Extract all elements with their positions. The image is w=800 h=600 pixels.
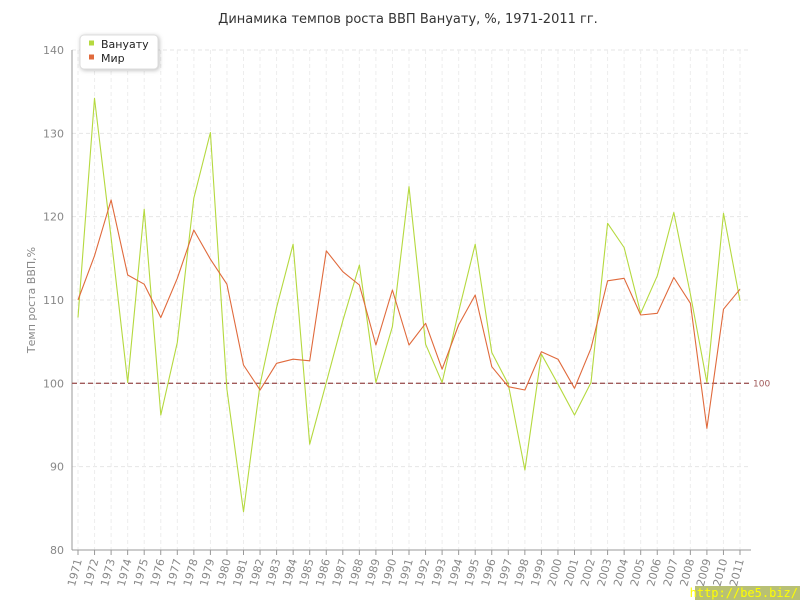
y-axis-label: Темп роста ВВП,% xyxy=(25,247,38,354)
x-tick-label: 2011 xyxy=(727,557,747,587)
legend-label: Мир xyxy=(101,52,125,65)
watermark-text: http://be5.biz/ xyxy=(690,586,798,600)
y-tick-label: 110 xyxy=(43,294,64,307)
y-tick-label: 80 xyxy=(50,544,64,557)
grid xyxy=(72,49,751,550)
series-group xyxy=(77,97,741,513)
watermark: http://be5.biz/ xyxy=(690,586,800,600)
y-tick-label: 130 xyxy=(43,127,64,140)
y-tick-label: 120 xyxy=(43,211,64,224)
y-tick-labels: 80 90 100 110 120 130 140 xyxy=(43,44,64,557)
x-tick-labels: 1971197219731974197519761977197819791980… xyxy=(65,557,747,587)
series-line-1 xyxy=(77,199,741,429)
reference-line-group: 100 xyxy=(72,379,770,389)
chart-title: Динамика темпов роста ВВП Вануату, %, 19… xyxy=(218,12,598,27)
legend-label: Вануату xyxy=(101,38,149,51)
legend-box xyxy=(79,34,159,70)
watermark-box xyxy=(695,586,800,600)
axes xyxy=(71,50,751,555)
reference-line-label: 100 xyxy=(753,379,770,389)
y-tick-label: 90 xyxy=(50,461,64,474)
y-tick-label: 100 xyxy=(43,377,64,390)
y-tick-label: 140 xyxy=(43,44,64,57)
legend-marker xyxy=(89,40,94,46)
legend-marker xyxy=(89,54,94,60)
